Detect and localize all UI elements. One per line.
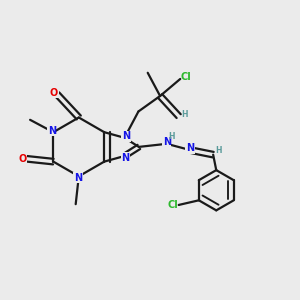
Text: N: N <box>163 137 171 147</box>
Text: O: O <box>50 88 58 98</box>
Text: Cl: Cl <box>180 72 191 82</box>
Text: N: N <box>186 143 194 154</box>
Text: H: H <box>168 133 175 142</box>
Text: N: N <box>48 126 56 136</box>
Text: N: N <box>74 173 82 183</box>
Text: N: N <box>122 153 130 163</box>
Text: N: N <box>122 131 130 141</box>
Text: Cl: Cl <box>168 200 178 210</box>
Text: O: O <box>18 154 26 164</box>
Text: H: H <box>215 146 222 155</box>
Text: H: H <box>181 110 188 119</box>
